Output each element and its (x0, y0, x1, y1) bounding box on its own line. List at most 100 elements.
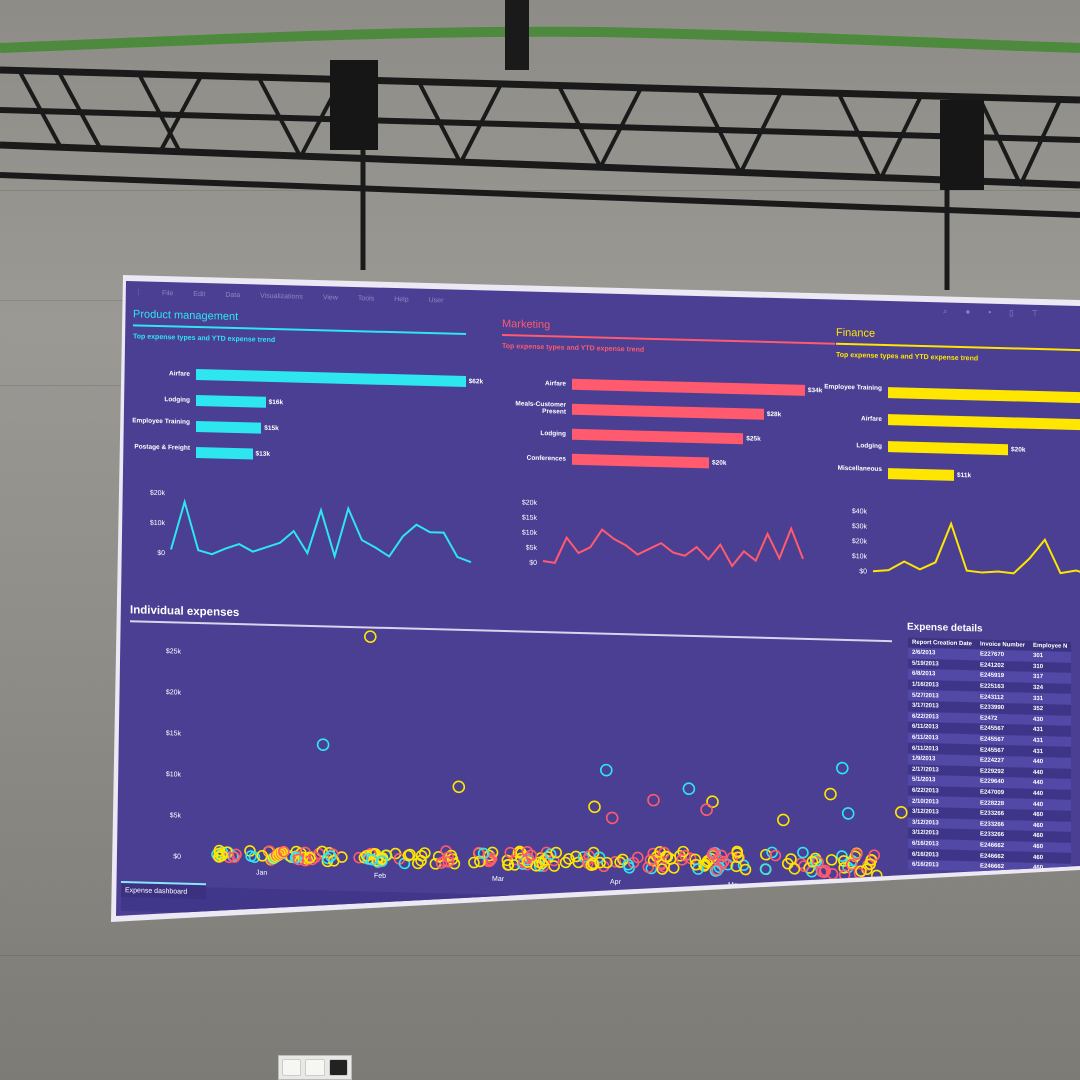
expense-point[interactable] (739, 863, 752, 876)
expense-point[interactable] (525, 849, 538, 862)
expense-point[interactable] (228, 851, 241, 863)
expense-point[interactable] (759, 863, 772, 875)
expense-point[interactable] (309, 851, 321, 864)
expense-point[interactable] (415, 849, 428, 862)
expense-point[interactable] (690, 858, 702, 871)
menu-dots-icon[interactable]: ⋮ (135, 289, 142, 297)
expense-point[interactable] (806, 855, 819, 868)
bar[interactable] (888, 468, 954, 481)
menu-user[interactable]: User (428, 296, 444, 304)
expense-point[interactable] (442, 851, 454, 864)
filter-icon[interactable]: ⊤ (1031, 308, 1039, 319)
expense-point[interactable] (816, 865, 828, 878)
bar[interactable] (196, 420, 262, 434)
expense-point[interactable] (468, 856, 480, 869)
expense-point[interactable] (548, 860, 560, 872)
expense-point[interactable] (521, 856, 534, 868)
expense-point[interactable] (850, 848, 863, 860)
expense-point[interactable] (838, 862, 850, 874)
expense-point[interactable] (701, 856, 713, 868)
expense-point[interactable] (812, 856, 824, 868)
expense-point[interactable] (845, 858, 858, 871)
expense-point[interactable] (605, 811, 619, 825)
expense-point[interactable] (825, 854, 838, 866)
expense-point[interactable] (292, 853, 305, 866)
expense-point[interactable] (679, 849, 691, 862)
expense-point[interactable] (285, 851, 298, 863)
expense-point[interactable] (248, 851, 261, 863)
expense-point[interactable] (841, 807, 855, 820)
bar[interactable] (888, 387, 1080, 405)
expense-point[interactable] (706, 795, 719, 808)
expense-point[interactable] (894, 806, 908, 819)
expense-point[interactable] (324, 850, 337, 862)
expense-point[interactable] (656, 863, 669, 875)
expense-point[interactable] (682, 782, 696, 796)
expense-point[interactable] (548, 854, 560, 867)
expense-point[interactable] (599, 763, 613, 777)
expense-point[interactable] (563, 853, 575, 865)
expense-point[interactable] (824, 787, 837, 801)
bookmark-icon[interactable]: ▯ (1009, 308, 1014, 318)
bar[interactable] (572, 403, 764, 420)
expense-point[interactable] (452, 780, 466, 794)
menu-file[interactable]: File (162, 289, 174, 297)
bar[interactable] (196, 394, 266, 408)
expense-point[interactable] (835, 761, 849, 775)
expense-point[interactable] (609, 855, 622, 868)
expense-point[interactable] (760, 848, 772, 861)
expense-point[interactable] (706, 848, 719, 861)
menu-tools[interactable]: Tools (357, 294, 375, 303)
menu-help[interactable]: Help (394, 295, 409, 304)
expense-point[interactable] (316, 738, 330, 751)
expense-point[interactable] (660, 850, 672, 863)
expense-point[interactable] (788, 863, 801, 875)
expense-point[interactable] (570, 850, 582, 863)
expense-point[interactable] (769, 849, 782, 862)
expense-point[interactable] (766, 846, 778, 859)
expense-point[interactable] (501, 854, 514, 867)
expense-point[interactable] (667, 862, 680, 874)
expense-point[interactable] (550, 846, 562, 859)
expense-point[interactable] (632, 851, 644, 864)
bar[interactable] (572, 453, 709, 469)
menu-visualizations[interactable]: Visualizations (260, 292, 303, 301)
expense-point[interactable] (364, 630, 377, 643)
expense-point[interactable] (717, 855, 730, 868)
expense-point[interactable] (256, 850, 269, 862)
expense-point[interactable] (442, 856, 455, 868)
expense-point[interactable] (371, 854, 383, 867)
expense-point[interactable] (776, 813, 790, 827)
expense-point[interactable] (593, 851, 606, 864)
expense-point[interactable] (473, 846, 485, 859)
expense-point[interactable] (376, 855, 388, 867)
bar[interactable] (196, 368, 466, 388)
expense-point[interactable] (321, 852, 334, 865)
bell-icon[interactable]: ● (965, 307, 971, 317)
expense-point[interactable] (647, 793, 660, 807)
expense-point[interactable] (647, 847, 660, 860)
expense-point[interactable] (797, 846, 809, 859)
expense-point[interactable] (559, 856, 572, 869)
expense-point[interactable] (585, 859, 598, 871)
menu-data[interactable]: Data (225, 291, 241, 299)
expense-point[interactable] (715, 849, 728, 862)
expense-point[interactable] (707, 847, 720, 859)
expense-point[interactable] (710, 863, 723, 876)
bar[interactable] (196, 446, 253, 460)
expense-point[interactable] (435, 857, 448, 869)
expense-point[interactable] (588, 800, 601, 814)
expense-point[interactable] (700, 803, 713, 817)
expense-point[interactable] (419, 847, 431, 859)
expense-point[interactable] (303, 852, 316, 864)
tab-expense-dashboard[interactable]: Expense dashboard (121, 881, 206, 900)
expense-point[interactable] (644, 854, 657, 866)
expense-point[interactable] (402, 849, 415, 862)
expense-point[interactable] (855, 865, 867, 877)
expense-point[interactable] (477, 847, 490, 860)
expense-point[interactable] (504, 846, 517, 859)
expense-point[interactable] (216, 849, 228, 861)
bar[interactable] (888, 414, 1080, 432)
expense-point[interactable] (484, 854, 497, 866)
expense-point[interactable] (731, 845, 744, 858)
